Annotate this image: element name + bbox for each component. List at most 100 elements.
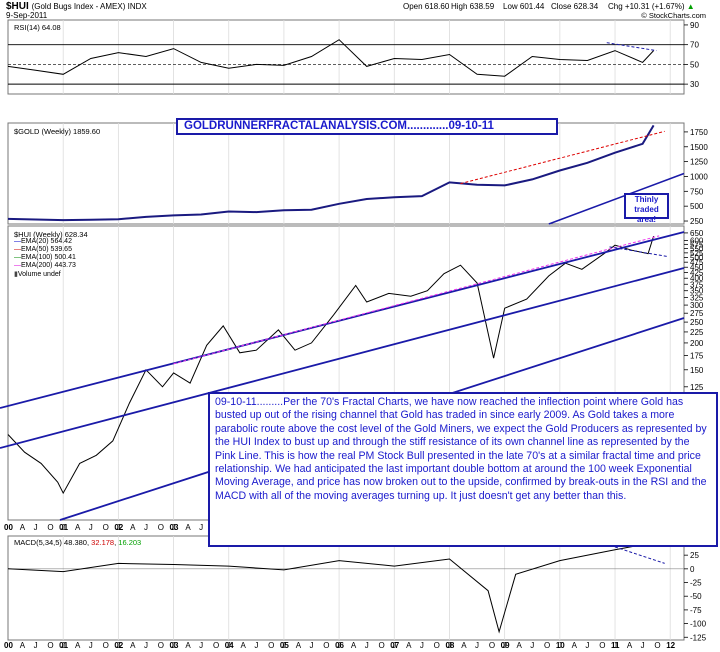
gold-panel-frame xyxy=(7,122,685,225)
x-axis-year-label-bottom: 07 xyxy=(390,641,399,650)
hui-tick-label: 200 xyxy=(690,339,704,348)
x-axis-month-label-bottom: O xyxy=(434,641,440,650)
x-axis-month-label-bottom: O xyxy=(268,641,274,650)
low-value: Low 601.44 xyxy=(503,2,545,11)
x-axis-month-label-bottom: J xyxy=(585,641,589,650)
x-axis-year-label-bottom: 06 xyxy=(335,641,344,650)
change-text: Chg +10.31 (+1.67%) xyxy=(608,2,685,11)
x-axis-month-label-bottom: A xyxy=(516,641,522,650)
hui-channel-upper xyxy=(0,231,685,409)
x-axis-year-label-bottom: 08 xyxy=(445,641,454,650)
x-axis-year-label-bottom: 03 xyxy=(170,641,179,650)
x-axis-month-label-bottom: J xyxy=(227,641,231,650)
x-axis-month-label-bottom: O xyxy=(213,641,219,650)
x-axis-month-label-bottom: J xyxy=(475,641,479,650)
x-axis-month-label: J xyxy=(144,523,148,532)
hui-tick-label: 550 xyxy=(690,245,704,254)
x-axis-month-label: A xyxy=(130,523,136,532)
macd-tick-label: -100 xyxy=(690,620,707,629)
close-value: Close 628.34 xyxy=(551,2,599,11)
x-axis-year-label-bottom: 12 xyxy=(666,641,675,650)
x-axis-month-label-bottom: A xyxy=(406,641,412,650)
up-arrow-icon: ▲ xyxy=(686,2,695,11)
x-axis-month-label: O xyxy=(103,523,109,532)
x-axis-month-label-bottom: J xyxy=(392,641,396,650)
x-axis-month-label-bottom: A xyxy=(461,641,467,650)
x-axis-month-label: J xyxy=(116,523,120,532)
x-axis-year-label-bottom: 04 xyxy=(225,641,234,650)
x-axis-year-label: 03 xyxy=(170,523,179,532)
stockcharts-stamp: © StockCharts.com xyxy=(641,11,706,20)
gold-tick-label: 1500 xyxy=(690,143,708,152)
index-name: (Gold Bugs Index - AMEX) INDX xyxy=(31,2,147,11)
x-axis-month-label-bottom: J xyxy=(34,641,38,650)
hui-tick-label: 175 xyxy=(690,351,704,360)
x-axis-month-label-bottom: J xyxy=(530,641,534,650)
macd-line xyxy=(7,542,654,634)
gold-price-line xyxy=(7,124,655,222)
x-axis-month-label: J xyxy=(172,523,176,532)
x-axis-month-label-bottom: J xyxy=(61,641,65,650)
rsi-trendline xyxy=(606,42,657,52)
rsi-line xyxy=(7,39,654,77)
x-axis-month-label: J xyxy=(61,523,65,532)
gold-tick-label: 750 xyxy=(690,187,704,196)
thinly-traded-note: Thinly traded area! xyxy=(624,193,669,224)
hui-tick-label: 425 xyxy=(690,269,704,278)
legend-ema200: —EMA(200) 443.73 xyxy=(14,262,76,269)
x-axis-month-label: J xyxy=(89,523,93,532)
hui-tick-label: 300 xyxy=(690,301,704,310)
x-axis-month-label-bottom: O xyxy=(158,641,164,650)
x-axis-year-label-bottom: 10 xyxy=(556,641,565,650)
legend-volume: ▮Volume undef xyxy=(14,271,61,278)
gold-tick-label: 250 xyxy=(690,217,704,226)
hui-tick-label: 375 xyxy=(690,280,704,289)
rsi-tick-label: 90 xyxy=(690,21,699,30)
gold-tick-label: 1000 xyxy=(690,172,708,181)
open-value: Open 618.60 xyxy=(403,2,450,11)
chart-date: 9-Sep-2011 xyxy=(6,11,48,20)
macd-value: 48.380 xyxy=(64,538,87,547)
macd-hist-value: 16.203 xyxy=(118,538,142,547)
macd-tick-label: 0 xyxy=(690,565,695,574)
hui-tick-label: 525 xyxy=(690,249,704,258)
x-axis-month-label-bottom: A xyxy=(130,641,136,650)
hui-tick-label: 575 xyxy=(690,240,704,249)
rsi-tick-label: 30 xyxy=(690,80,699,89)
hui-tick-label: 225 xyxy=(690,328,704,337)
x-axis-month-label-bottom: J xyxy=(641,641,645,650)
x-axis-month-label-bottom: J xyxy=(116,641,120,650)
macd-tick-label: -125 xyxy=(690,633,707,642)
commentary-box: 09-10-11.........Per the 70's Fractal Ch… xyxy=(208,392,718,547)
x-axis-month-label-bottom: O xyxy=(323,641,329,650)
hui-tick-label: 150 xyxy=(690,366,704,375)
x-axis-year-label-bottom: 05 xyxy=(280,641,289,650)
hui-tick-label: 250 xyxy=(690,318,704,327)
x-axis-month-label-bottom: J xyxy=(558,641,562,650)
macd-trendline xyxy=(614,546,665,564)
x-axis-month-label-bottom: A xyxy=(627,641,633,650)
x-axis-month-label-bottom: J xyxy=(503,641,507,650)
hui-tick-label: 600 xyxy=(690,236,704,245)
x-axis-month-label-bottom: O xyxy=(654,641,660,650)
x-axis-month-label-bottom: J xyxy=(89,641,93,650)
x-axis-month-label-bottom: J xyxy=(199,641,203,650)
change-value: Chg +10.31 (+1.67%) ▲ xyxy=(608,2,695,11)
rsi-panel-frame xyxy=(7,19,685,95)
x-axis-month-label-bottom: J xyxy=(420,641,424,650)
hui-pink-trendline xyxy=(173,235,660,365)
x-axis-month-label-bottom: J xyxy=(282,641,286,650)
x-axis-month-label: O xyxy=(158,523,164,532)
legend-ema50: —EMA(50) 539.65 xyxy=(14,246,72,253)
macd-tick-label: -25 xyxy=(690,579,702,588)
rsi-tick-label: 50 xyxy=(690,60,699,69)
rsi-label: RSI(14) 64.08 xyxy=(14,23,61,32)
x-axis-month-label-bottom: O xyxy=(599,641,605,650)
hui-tick-label: 350 xyxy=(690,287,704,296)
goldrunner-banner: GOLDRUNNERFRACTALANALYSIS.COM...........… xyxy=(176,118,558,135)
x-axis-month-label: J xyxy=(34,523,38,532)
macd-tick-label: 25 xyxy=(690,551,699,560)
x-axis-year-label: 01 xyxy=(59,523,68,532)
x-axis-month-label-bottom: J xyxy=(365,641,369,650)
gold-tick-label: 500 xyxy=(690,202,704,211)
